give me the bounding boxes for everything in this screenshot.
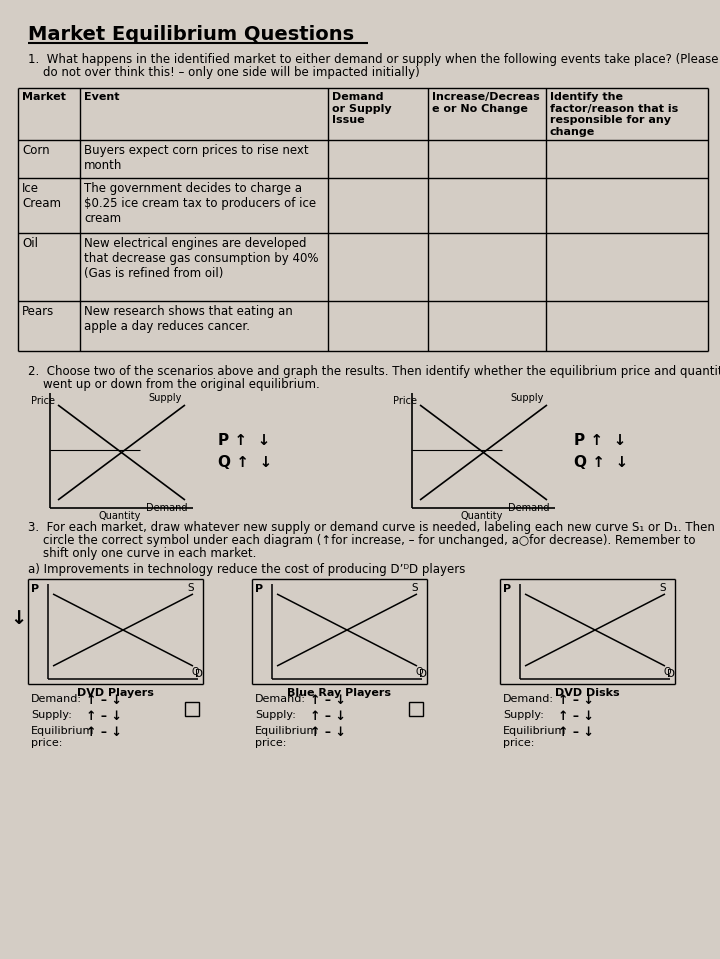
- Text: P: P: [31, 584, 39, 594]
- Text: ↑ – ↓: ↑ – ↓: [558, 726, 594, 739]
- Text: P: P: [503, 584, 511, 594]
- Text: Supply:: Supply:: [31, 710, 72, 720]
- Text: Demand
or Supply
Issue: Demand or Supply Issue: [332, 92, 392, 126]
- Text: New electrical engines are developed
that decrease gas consumption by 40%
(Gas i: New electrical engines are developed tha…: [84, 237, 318, 280]
- Bar: [185, 702, 199, 716]
- Text: ↑ – ↓: ↑ – ↓: [310, 694, 346, 707]
- Text: Market Equilibrium Questions: Market Equilibrium Questions: [28, 25, 354, 44]
- Text: 3.  For each market, draw whatever new supply or demand curve is needed, labelin: 3. For each market, draw whatever new su…: [28, 521, 715, 534]
- Text: Pears: Pears: [22, 305, 54, 318]
- Text: Equilibrium: Equilibrium: [31, 726, 94, 736]
- Text: D: D: [195, 669, 203, 679]
- Text: Supply: Supply: [510, 393, 544, 403]
- Text: Supply:: Supply:: [503, 710, 544, 720]
- Bar: [409, 702, 423, 716]
- Text: Q: Q: [415, 667, 423, 677]
- Text: Demand: Demand: [508, 503, 550, 513]
- Text: 1.  What happens in the identified market to either demand or supply when the fo: 1. What happens in the identified market…: [28, 53, 719, 66]
- Text: Price: Price: [393, 396, 417, 406]
- Text: ↓: ↓: [10, 609, 27, 628]
- Text: price:: price:: [503, 738, 534, 748]
- Text: Corn: Corn: [22, 144, 50, 157]
- Text: Q ↑  ↓: Q ↑ ↓: [574, 455, 629, 470]
- Text: Event: Event: [84, 92, 120, 102]
- Text: S: S: [412, 583, 418, 593]
- Text: ↑ – ↓: ↑ – ↓: [558, 694, 594, 707]
- Text: Market: Market: [22, 92, 66, 102]
- Text: ↑ – ↓: ↑ – ↓: [86, 694, 122, 707]
- Text: D: D: [667, 669, 675, 679]
- Text: Buyers expect corn prices to rise next
month: Buyers expect corn prices to rise next m…: [84, 144, 309, 172]
- Text: Demand:: Demand:: [255, 694, 306, 704]
- Text: Demand: Demand: [146, 503, 188, 513]
- Text: P ↑  ↓: P ↑ ↓: [218, 433, 271, 448]
- Text: 2.  Choose two of the scenarios above and graph the results. Then identify wheth: 2. Choose two of the scenarios above and…: [28, 365, 720, 378]
- Text: ↑ – ↓: ↑ – ↓: [558, 710, 594, 723]
- Text: Demand:: Demand:: [31, 694, 82, 704]
- Text: price:: price:: [255, 738, 287, 748]
- Text: P ↑  ↓: P ↑ ↓: [574, 433, 626, 448]
- Text: ↑ – ↓: ↑ – ↓: [86, 710, 122, 723]
- Text: New research shows that eating an
apple a day reduces cancer.: New research shows that eating an apple …: [84, 305, 293, 333]
- Text: a) Improvements in technology reduce the cost of producing D’ᴰD players: a) Improvements in technology reduce the…: [28, 563, 465, 576]
- Text: Q: Q: [191, 667, 199, 677]
- Text: Price: Price: [31, 396, 55, 406]
- Text: P: P: [255, 584, 263, 594]
- Text: S: S: [188, 583, 194, 593]
- Text: Demand:: Demand:: [503, 694, 554, 704]
- Text: Q: Q: [663, 667, 670, 677]
- Text: The government decides to charge a
$0.25 ice cream tax to producers of ice
cream: The government decides to charge a $0.25…: [84, 182, 316, 225]
- Text: ↑ – ↓: ↑ – ↓: [86, 726, 122, 739]
- Text: Supply: Supply: [148, 393, 181, 403]
- Text: Supply:: Supply:: [255, 710, 296, 720]
- Text: S: S: [660, 583, 666, 593]
- Text: DVD Players: DVD Players: [76, 688, 153, 698]
- Text: Blue Ray Players: Blue Ray Players: [287, 688, 391, 698]
- Text: do not over think this! – only one side will be impacted initially): do not over think this! – only one side …: [28, 66, 420, 79]
- Text: Oil: Oil: [22, 237, 38, 250]
- Text: Increase/Decreas
e or No Change: Increase/Decreas e or No Change: [432, 92, 540, 113]
- Text: Equilibrium: Equilibrium: [503, 726, 567, 736]
- Text: D: D: [419, 669, 427, 679]
- Text: price:: price:: [31, 738, 63, 748]
- Text: Ice
Cream: Ice Cream: [22, 182, 61, 210]
- Text: Quantity: Quantity: [461, 511, 503, 521]
- Text: Identify the
factor/reason that is
responsible for any
change: Identify the factor/reason that is respo…: [550, 92, 678, 137]
- Text: shift only one curve in each market.: shift only one curve in each market.: [28, 547, 256, 560]
- Text: circle the correct symbol under each diagram (↑for increase, – for unchanged, a○: circle the correct symbol under each dia…: [28, 534, 696, 547]
- Text: ↑ – ↓: ↑ – ↓: [310, 726, 346, 739]
- Text: Q ↑  ↓: Q ↑ ↓: [218, 455, 272, 470]
- Text: went up or down from the original equilibrium.: went up or down from the original equili…: [28, 378, 320, 391]
- Text: Quantity: Quantity: [99, 511, 141, 521]
- Text: Equilibrium: Equilibrium: [255, 726, 318, 736]
- Text: ↑ – ↓: ↑ – ↓: [310, 710, 346, 723]
- Text: DVD Disks: DVD Disks: [554, 688, 619, 698]
